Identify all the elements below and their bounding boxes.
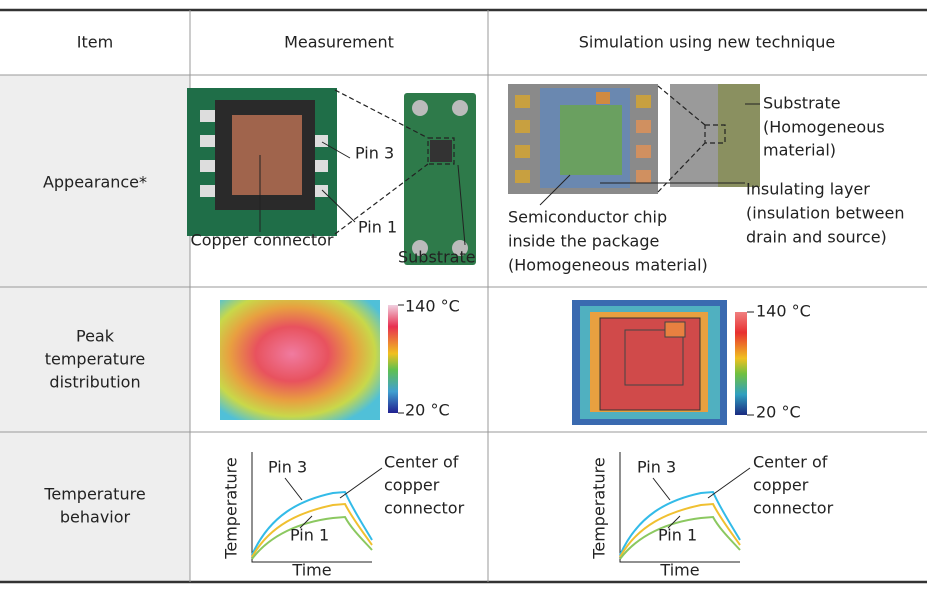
annotation: Copper connector (191, 231, 334, 250)
annotation: (Homogeneous (763, 118, 885, 137)
item-label: behavior (60, 508, 131, 527)
axis-label: Temperature (222, 457, 241, 559)
thermal-image (220, 300, 380, 420)
scale-label: 140 °C (405, 297, 460, 316)
annotation: drain and source) (746, 228, 887, 247)
annotation: Pin 1 (290, 526, 329, 545)
axis-label: Temperature (590, 457, 609, 559)
item-label: Peak (76, 327, 115, 346)
annotation: (insulation between (746, 204, 904, 223)
scale-label: 20 °C (405, 401, 450, 420)
header-cell: Measurement (284, 33, 394, 52)
annotation: Insulating layer (746, 180, 870, 199)
annotation: Pin 1 (358, 218, 397, 237)
annotation: copper (384, 476, 440, 495)
color-bar (388, 305, 398, 413)
scale-label: 140 °C (756, 302, 811, 321)
annotation: Pin 3 (268, 458, 307, 477)
annotation: Pin 1 (658, 526, 697, 545)
simulation-thermal-image (572, 300, 727, 425)
annotation: Semiconductor chip (508, 208, 667, 227)
item-label: Temperature (43, 485, 145, 504)
item-label: Appearance* (43, 173, 147, 192)
simulation-model (508, 84, 760, 205)
axis-label: Time (291, 561, 331, 580)
annotation: (Homogeneous material) (508, 256, 708, 275)
annotation: Pin 3 (355, 144, 394, 163)
annotation: Center of (384, 453, 459, 472)
header-cell: Item (77, 33, 113, 52)
annotation: Substrate (398, 248, 476, 267)
item-label: distribution (49, 373, 140, 392)
item-label: temperature (45, 350, 146, 369)
axis-label: Time (659, 561, 699, 580)
annotation: Center of (753, 453, 828, 472)
annotation: connector (753, 499, 834, 518)
annotation: inside the package (508, 232, 659, 251)
color-bar (735, 312, 747, 415)
annotation: connector (384, 499, 465, 518)
annotation: material) (763, 141, 836, 160)
scale-label: 20 °C (756, 403, 801, 422)
annotation: Pin 3 (637, 458, 676, 477)
table: Item Measurement Simulation using new te… (0, 0, 927, 590)
annotation: Substrate (763, 94, 841, 113)
annotation: copper (753, 476, 809, 495)
header-cell: Simulation using new technique (579, 33, 836, 52)
